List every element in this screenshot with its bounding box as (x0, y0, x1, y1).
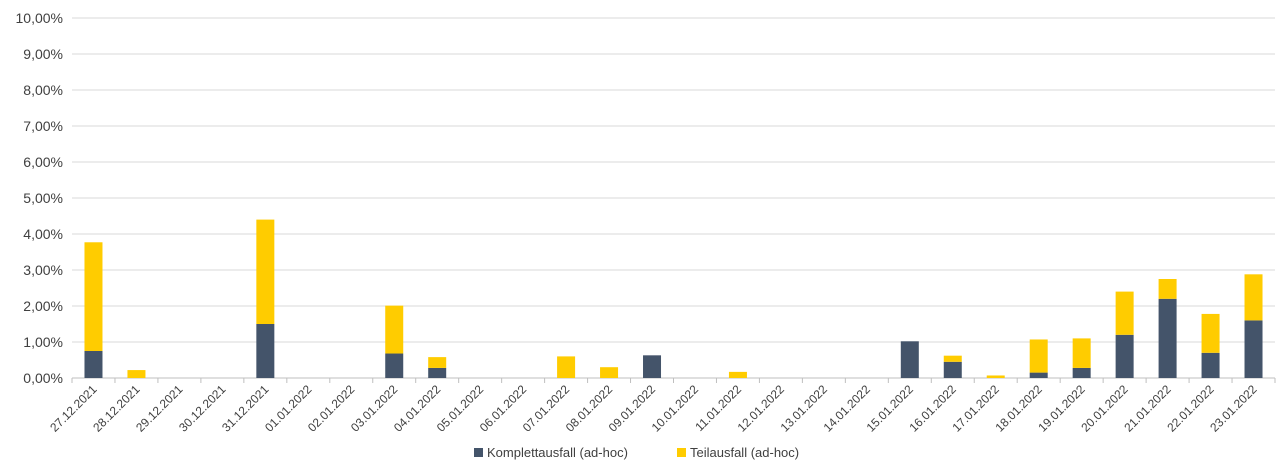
bar-segment (1115, 334, 1134, 378)
y-tick-label: 3,00% (23, 262, 63, 278)
y-tick-label: 4,00% (23, 226, 63, 242)
bar-segment (1029, 372, 1048, 378)
bar-segment (943, 361, 962, 378)
bar-segment (1115, 291, 1134, 335)
bar-segment (84, 351, 103, 378)
bar-segment (1072, 338, 1091, 368)
legend-swatch (677, 448, 686, 457)
legend-label: Komplettausfall (ad-hoc) (487, 445, 628, 460)
y-tick-label: 1,00% (23, 334, 63, 350)
legend-swatch (474, 448, 483, 457)
x-tick-label: 23.01.2022 (1207, 382, 1260, 435)
bar-segment (1158, 279, 1177, 299)
bar-segment (428, 367, 447, 378)
bar-segment (943, 355, 962, 362)
y-tick-label: 10,00% (16, 10, 63, 26)
bars (84, 219, 1263, 378)
bar-segment (643, 355, 662, 378)
bar-segment (256, 219, 275, 324)
y-tick-label: 7,00% (23, 118, 63, 134)
x-tick-label: 10.01.2022 (649, 382, 702, 435)
bar-segment (1072, 367, 1091, 378)
bar-segment (127, 370, 146, 378)
y-tick-label: 2,00% (23, 298, 63, 314)
bar-segment (385, 305, 404, 354)
bar-segment (428, 357, 447, 368)
bar-segment (1029, 339, 1048, 373)
bar-segment (600, 367, 619, 378)
y-tick-label: 6,00% (23, 154, 63, 170)
bar-segment (728, 371, 747, 378)
y-tick-label: 8,00% (23, 82, 63, 98)
y-tick-label: 9,00% (23, 46, 63, 62)
bar-segment (385, 353, 404, 378)
x-axis: 27.12.202128.12.202129.12.202130.12.2021… (47, 378, 1276, 435)
bar-segment (557, 356, 576, 378)
bar-segment (1244, 320, 1263, 378)
bar-segment (1158, 298, 1177, 378)
bar-segment (84, 242, 103, 351)
y-axis: 0,00% 1,00% 2,00% 3,00% 4,00% 5,00% 6,00% 7,00%… (16, 10, 63, 386)
y-tick-label: 5,00% (23, 190, 63, 206)
bar-segment (256, 324, 275, 378)
bar-segment (1201, 352, 1220, 378)
y-tick-label: 0,00% (23, 370, 63, 386)
legend: Komplettausfall (ad-hoc) Teilausfall (ad-… (474, 445, 799, 460)
bar-segment (900, 341, 919, 378)
bar-segment (1201, 313, 1220, 353)
gridlines (72, 17, 1275, 379)
bar-segment (986, 375, 1005, 378)
bar-segment (1244, 274, 1263, 321)
legend-label: Teilausfall (ad-hoc) (690, 445, 799, 460)
